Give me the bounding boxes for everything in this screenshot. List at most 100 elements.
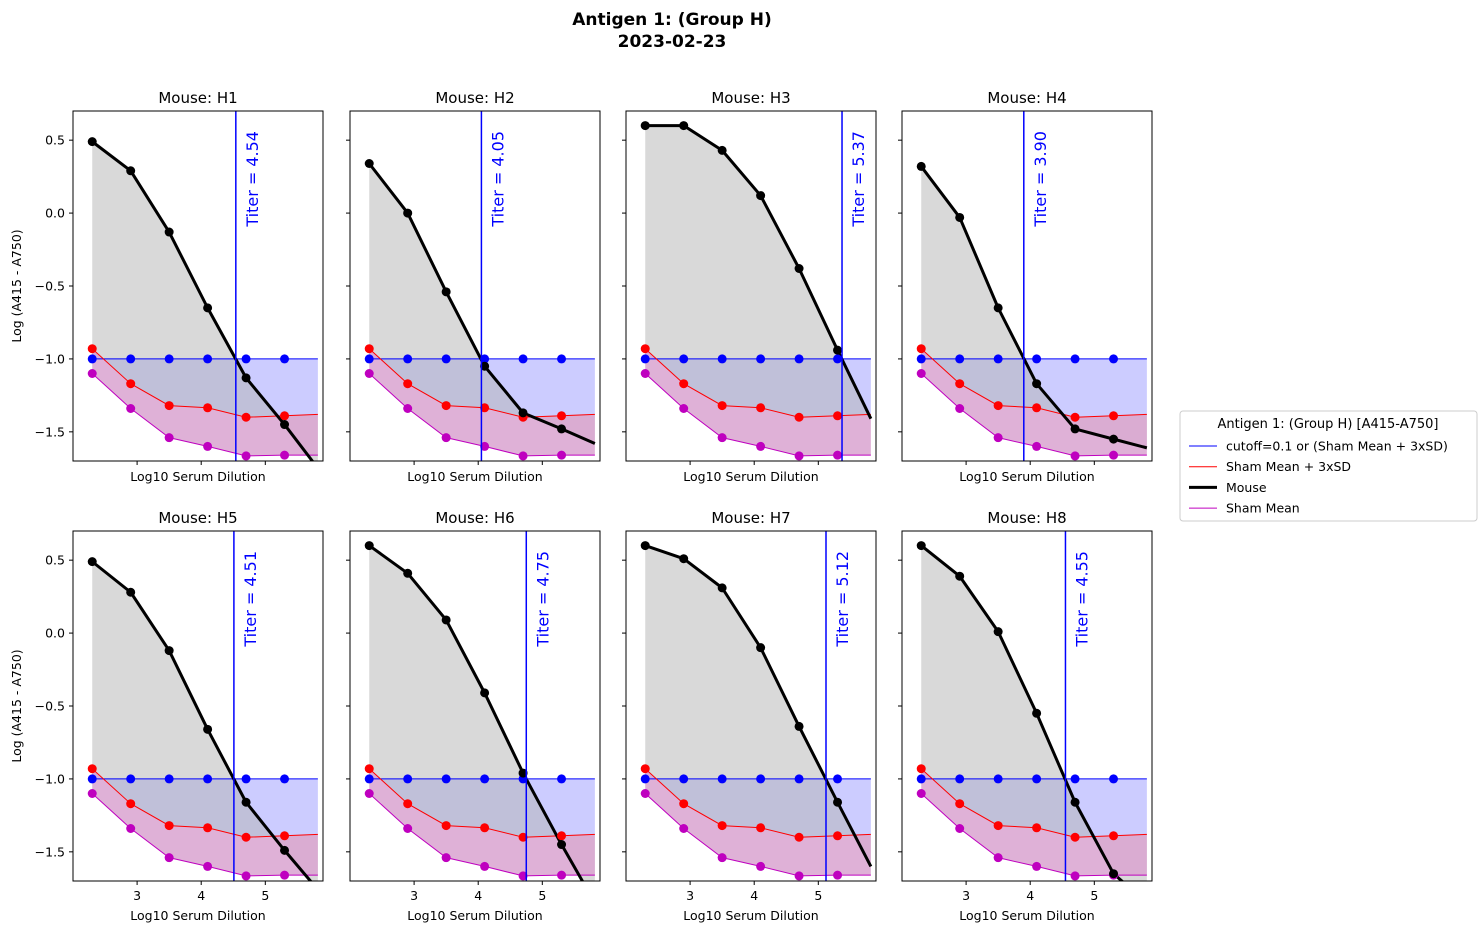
sham-3sd-point: [717, 821, 727, 831]
mouse-point: [480, 361, 490, 371]
cutoff-point: [280, 774, 290, 784]
cutoff-point: [87, 774, 97, 784]
mouse-point: [364, 541, 374, 551]
panel-5: Titer = 4.51 Mouse: H5 0.5 0.0 −0.5 −1.0 −1.5 3…: [9, 509, 324, 923]
x-axis-label: Log10 Serum Dilution: [130, 908, 265, 923]
sham-band: [92, 768, 318, 876]
titer-label: Titer = 4.75: [533, 551, 552, 648]
sham-3sd-point: [1032, 403, 1042, 413]
cutoff-point: [679, 354, 689, 364]
sham-mean-point: [203, 861, 213, 871]
sham-3sd-point: [955, 379, 965, 389]
sham-mean-point: [756, 861, 766, 871]
mouse-point: [993, 627, 1003, 637]
sham-mean-point: [557, 450, 567, 460]
legend-entry-label: cutoff=0.1 or (Sham Mean + 3xSD): [1226, 439, 1448, 454]
panel-3: Titer = 5.37 Mouse: H3 Log10 Serum Dilutio…: [622, 89, 877, 484]
x-tick-label: 4: [197, 888, 205, 903]
mouse-point: [640, 121, 650, 131]
cutoff-point: [993, 354, 1003, 364]
mouse-point: [916, 161, 926, 171]
cutoff-point: [164, 354, 174, 364]
sham-mean-point: [1070, 451, 1080, 461]
panels-grid: Titer = 4.54 Mouse: H1 0.5 0.0 −0.5 −1.0 −1.5 L…: [9, 89, 1153, 923]
sham-3sd-point: [403, 379, 413, 389]
legend-entry-label: Mouse: [1226, 480, 1267, 495]
sham-3sd-point: [993, 401, 1003, 411]
plot-area: [87, 111, 318, 461]
sham-mean-point: [557, 870, 567, 880]
plot-area: [640, 111, 873, 461]
sham-band: [645, 768, 871, 876]
cutoff-point: [955, 774, 965, 784]
sham-3sd-point: [756, 403, 766, 413]
legend-title: Antigen 1: (Group H) [A415-A750]: [1218, 417, 1439, 432]
cutoff-point: [441, 354, 451, 364]
mouse-point: [794, 721, 804, 731]
sham-mean-point: [717, 853, 727, 863]
y-tick-label: −1.0: [35, 351, 65, 366]
mouse-point: [794, 264, 804, 273]
mouse-point: [164, 227, 174, 237]
mouse-point: [1070, 424, 1080, 434]
sham-3sd-point: [241, 832, 251, 842]
mouse-point: [955, 212, 965, 222]
sham-3sd-point: [518, 832, 528, 842]
figure-subtitle: 2023-02-23: [618, 32, 727, 52]
sham-mean-point: [87, 789, 97, 798]
sham-mean-point: [364, 789, 374, 798]
panel-1: Titer = 4.54 Mouse: H1 0.5 0.0 −0.5 −1.0 −1.5 L…: [9, 89, 324, 484]
mouse-point: [241, 373, 251, 383]
x-axis-label: Log10 Serum Dilution: [407, 469, 542, 484]
x-axis-label: Log10 Serum Dilution: [683, 469, 818, 484]
legend-entry-label: Sham Mean: [1226, 501, 1300, 516]
plot-area: [364, 111, 596, 461]
panel-title: Mouse: H5: [158, 509, 237, 527]
x-tick-label: 5: [814, 888, 822, 903]
cutoff-point: [203, 774, 213, 784]
sham-3sd-point: [164, 401, 174, 411]
mouse-point: [557, 840, 567, 850]
sham-mean-point: [993, 433, 1003, 443]
x-axis-label: Log10 Serum Dilution: [959, 469, 1094, 484]
legend-entry-label: Sham Mean + 3xSD: [1226, 459, 1351, 474]
x-tick-label: 5: [261, 888, 269, 903]
cutoff-point: [241, 774, 251, 784]
sham-3sd-point: [1070, 832, 1080, 842]
panel-title: Mouse: H8: [987, 509, 1066, 527]
figure-title: Antigen 1: (Group H): [572, 10, 771, 30]
sham-mean-point: [87, 369, 97, 378]
mouse-point: [717, 145, 727, 155]
mouse-point: [557, 424, 567, 434]
cutoff-point: [794, 774, 804, 784]
sham-3sd-point: [640, 764, 650, 774]
mouse-point: [756, 191, 766, 201]
sham-mean-point: [1070, 871, 1080, 881]
cutoff-point: [441, 774, 451, 784]
sham-3sd-point: [126, 799, 136, 809]
cutoff-point: [756, 354, 766, 364]
y-tick-label: −1.5: [35, 844, 65, 859]
mouse-point: [126, 166, 136, 176]
mouse-point: [833, 797, 843, 807]
sham-mean-point: [280, 870, 290, 880]
sham-3sd-point: [955, 799, 965, 809]
sham-band: [92, 348, 318, 456]
cutoff-point: [679, 774, 689, 784]
mouse-point: [1070, 797, 1080, 807]
panel-7: Titer = 5.12 Mouse: H7 3 4 5 Log10 Serum Dilu…: [622, 509, 877, 923]
cutoff-point: [756, 774, 766, 784]
cutoff-point: [717, 774, 727, 784]
y-tick-label: −1.0: [35, 771, 65, 786]
panel-title: Mouse: H6: [435, 509, 514, 527]
plot-area: [640, 531, 873, 881]
sham-3sd-point: [756, 823, 766, 833]
panel-title: Mouse: H1: [158, 89, 237, 107]
sham-mean-point: [916, 369, 926, 378]
sham-3sd-point: [557, 411, 567, 421]
sham-mean-point: [364, 369, 374, 378]
sham-3sd-point: [1109, 831, 1119, 841]
x-tick-label: 3: [410, 888, 418, 903]
x-tick-label: 4: [750, 888, 758, 903]
titer-label: Titer = 4.55: [1072, 551, 1091, 648]
